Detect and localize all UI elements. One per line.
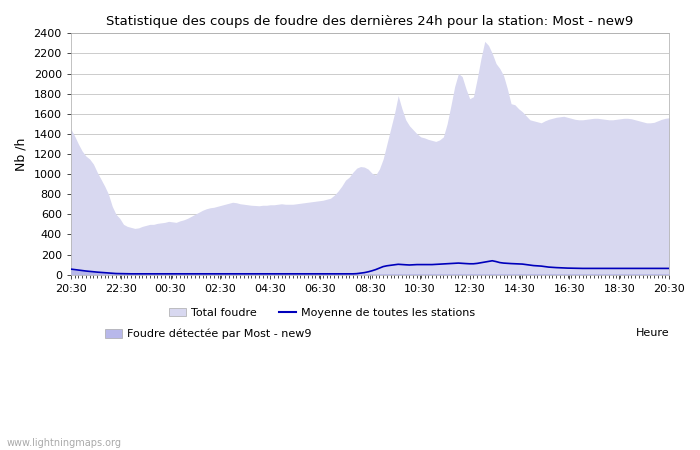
Text: www.lightningmaps.org: www.lightningmaps.org (7, 438, 122, 448)
Legend: Foudre détectée par Most - new9: Foudre détectée par Most - new9 (101, 324, 316, 344)
Text: Heure: Heure (636, 328, 669, 338)
Title: Statistique des coups de foudre des dernières 24h pour la station: Most - new9: Statistique des coups de foudre des dern… (106, 15, 634, 28)
Y-axis label: Nb /h: Nb /h (15, 137, 28, 171)
